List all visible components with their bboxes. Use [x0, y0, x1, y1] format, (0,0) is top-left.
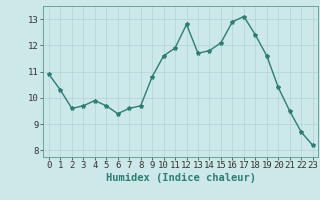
X-axis label: Humidex (Indice chaleur): Humidex (Indice chaleur) — [106, 173, 256, 183]
